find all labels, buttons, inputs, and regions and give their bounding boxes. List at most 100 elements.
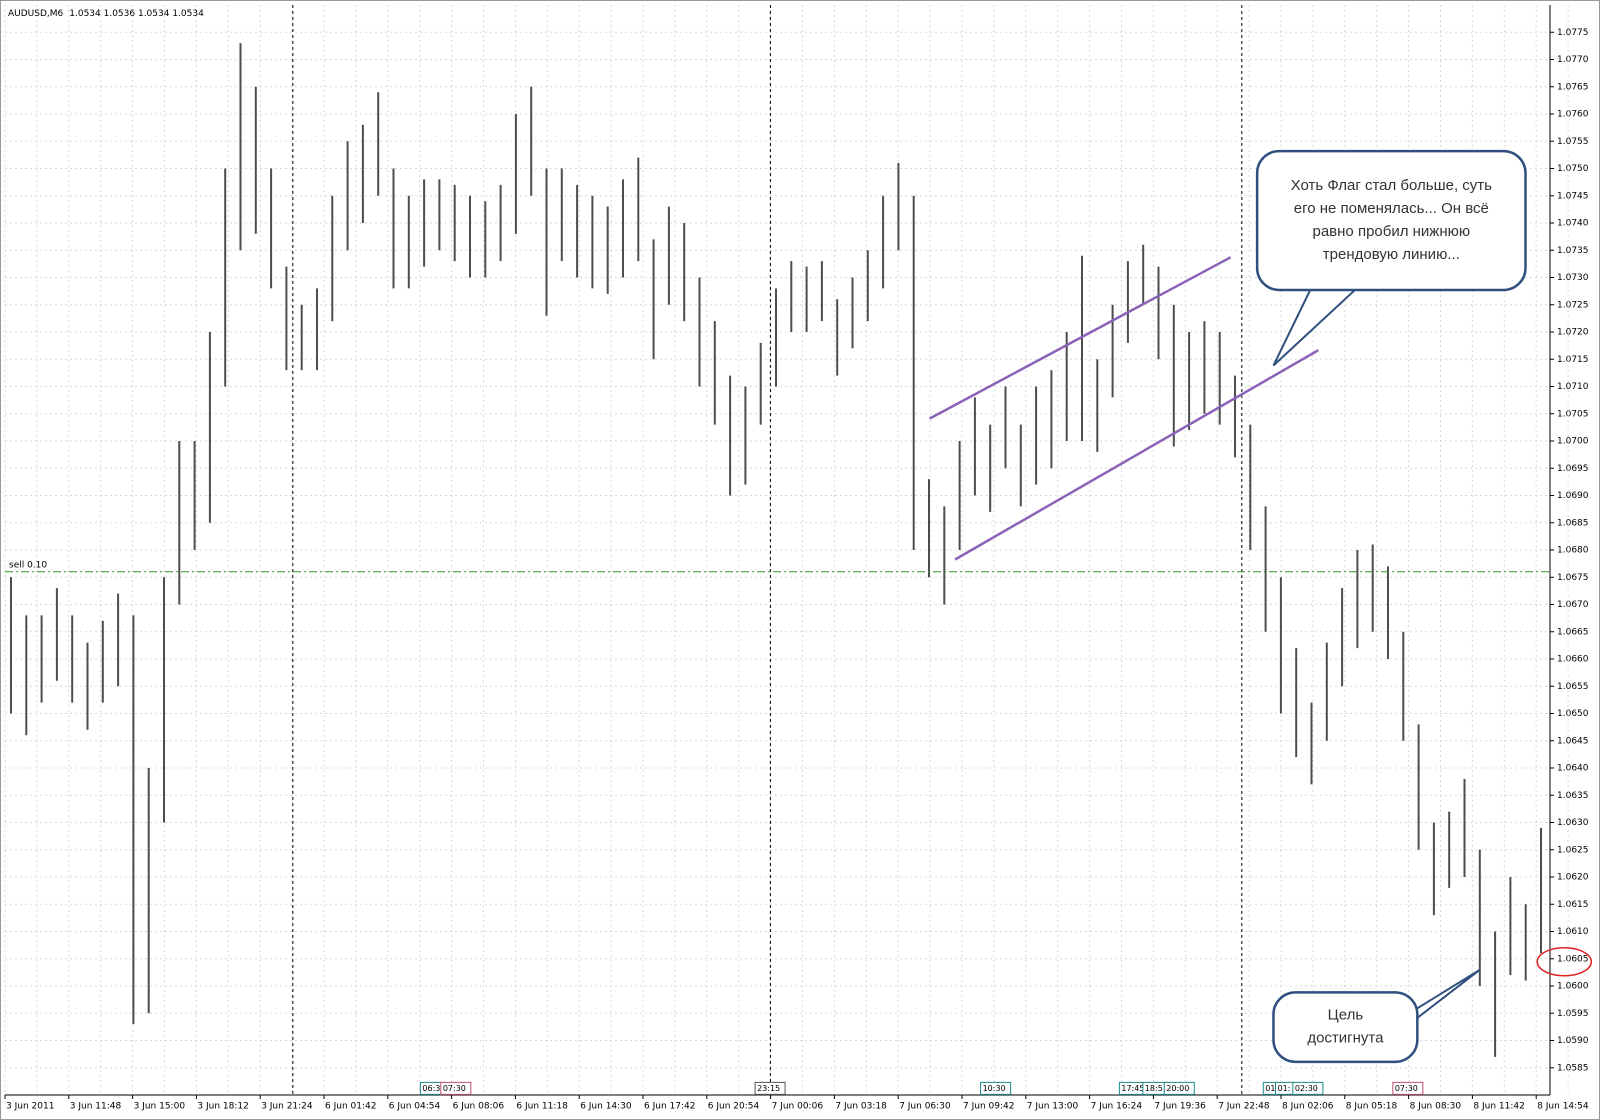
x-tick-label: 7 Jun 16:24 bbox=[1091, 1102, 1143, 1112]
y-tick-label: 1.0605 bbox=[1557, 954, 1589, 964]
x-tick-label: 7 Jun 00:06 bbox=[772, 1102, 824, 1112]
event-marker: 07:30 bbox=[440, 1081, 472, 1095]
y-tick-label: 1.0615 bbox=[1557, 900, 1589, 910]
y-tick-label: 1.0625 bbox=[1557, 845, 1589, 855]
symbol-name: AUDUSD,M6 bbox=[8, 9, 64, 19]
x-tick-label: 6 Jun 01:42 bbox=[325, 1102, 376, 1112]
x-tick-label: 8 Jun 14:54 bbox=[1537, 1102, 1589, 1112]
event-label: 10:30 bbox=[983, 1084, 1006, 1093]
callout-box bbox=[1272, 991, 1419, 1064]
x-tick-label: 7 Jun 09:42 bbox=[963, 1102, 1014, 1112]
y-tick-label: 1.0590 bbox=[1557, 1036, 1589, 1046]
callout-text: Цель bbox=[1328, 1007, 1364, 1024]
callout-shape bbox=[1412, 969, 1481, 1022]
callout-shape bbox=[1272, 287, 1358, 367]
y-tick-label: 1.0585 bbox=[1557, 1063, 1589, 1073]
event-box bbox=[980, 1081, 1012, 1095]
y-tick-label: 1.0630 bbox=[1557, 818, 1589, 828]
y-tick-label: 1.0600 bbox=[1557, 982, 1589, 992]
x-tick-label: 6 Jun 17:42 bbox=[644, 1102, 695, 1112]
event-label: 06:3 bbox=[422, 1084, 440, 1093]
y-tick-label: 1.0755 bbox=[1557, 137, 1589, 147]
event-label: 07:30 bbox=[1395, 1084, 1418, 1093]
y-tick-label: 1.0685 bbox=[1557, 518, 1589, 528]
event-marker: 02:30 bbox=[1292, 1081, 1324, 1095]
order-label: sell 0.10 bbox=[9, 560, 47, 570]
y-tick-label: 1.0740 bbox=[1557, 219, 1589, 229]
symbol: AUDUSD,M6 1.0534 1.0536 1.0534 1.0534 bbox=[8, 9, 204, 19]
event-label: 01 bbox=[1265, 1084, 1275, 1093]
y-tick-label: 1.0675 bbox=[1557, 573, 1589, 583]
x-tick-label: 7 Jun 22:48 bbox=[1218, 1102, 1270, 1112]
x-tick-label: 6 Jun 20:54 bbox=[708, 1102, 760, 1112]
event-label: 23:15 bbox=[757, 1084, 780, 1093]
event-box bbox=[440, 1081, 472, 1095]
x-tick-label: 6 Jun 14:30 bbox=[580, 1102, 632, 1112]
x-tick-label: 6 Jun 08:06 bbox=[453, 1102, 505, 1112]
callout-text: трендовую линию... bbox=[1323, 246, 1460, 263]
callout: Цель достигнута bbox=[1272, 969, 1481, 1064]
callout-text: Хоть Флаг стал больше, суть bbox=[1291, 177, 1493, 194]
y-tick-label: 1.0770 bbox=[1557, 55, 1589, 65]
x-tick-label: 8 Jun 05:18 bbox=[1346, 1102, 1398, 1112]
y-tick-label: 1.0650 bbox=[1557, 709, 1589, 719]
callout-text: достигнута bbox=[1307, 1030, 1384, 1047]
callout: Хоть Флаг стал больше, суть его не поменя… bbox=[1255, 149, 1527, 367]
callout-box bbox=[1255, 149, 1527, 292]
event-marker: 23:15 bbox=[754, 1081, 786, 1095]
y-tick-label: 1.0700 bbox=[1557, 437, 1589, 447]
event-box bbox=[1163, 1081, 1195, 1095]
x-tick-label: 3 Jun 18:12 bbox=[197, 1102, 248, 1112]
x-tick-label: 8 Jun 02:06 bbox=[1282, 1102, 1334, 1112]
y-tick-label: 1.0760 bbox=[1557, 110, 1589, 120]
x-tick-label: 3 Jun 2011 bbox=[6, 1102, 54, 1112]
x-tick-label: 7 Jun 19:36 bbox=[1154, 1102, 1206, 1112]
event-marker: 10:30 bbox=[980, 1081, 1012, 1095]
x-tick-label: 6 Jun 11:18 bbox=[516, 1102, 568, 1112]
event-label: 20:00 bbox=[1166, 1084, 1189, 1093]
event-box bbox=[1392, 1081, 1424, 1095]
grid: 1.0585 1.0590 1.0595 1.0600 1.0605 1.0610 1.06… bbox=[4, 5, 1589, 1112]
x-tick-label: 3 Jun 21:24 bbox=[261, 1102, 313, 1112]
y-tick-label: 1.0715 bbox=[1557, 355, 1589, 365]
y-tick-label: 1.0765 bbox=[1557, 82, 1589, 92]
y-tick-label: 1.0705 bbox=[1557, 409, 1589, 419]
event-marker: 20:00 bbox=[1163, 1081, 1195, 1095]
callout-text: равно пробил нижнюю bbox=[1313, 223, 1471, 240]
y-tick-label: 1.0610 bbox=[1557, 927, 1589, 937]
event-marker: 07:30 bbox=[1392, 1081, 1424, 1095]
event-label: 02:30 bbox=[1295, 1084, 1318, 1093]
y-tick-label: 1.0745 bbox=[1557, 191, 1589, 201]
y-tick-label: 1.0690 bbox=[1557, 491, 1589, 501]
x-tick-label: 6 Jun 04:54 bbox=[389, 1102, 441, 1112]
y-tick-label: 1.0710 bbox=[1557, 382, 1589, 392]
y-tick-label: 1.0720 bbox=[1557, 328, 1589, 338]
y-tick-label: 1.0695 bbox=[1557, 464, 1589, 474]
event-box bbox=[1292, 1081, 1324, 1095]
quote: 1.0534 1.0536 1.0534 1.0534 bbox=[69, 9, 204, 19]
x-tick-label: 7 Jun 06:30 bbox=[899, 1102, 951, 1112]
y-tick-label: 1.0665 bbox=[1557, 627, 1589, 637]
y-tick-label: 1.0655 bbox=[1557, 682, 1589, 692]
callout-text: его не поменялась... Он всё bbox=[1294, 200, 1489, 217]
y-tick-label: 1.0645 bbox=[1557, 736, 1589, 746]
x-tick-label: 7 Jun 13:00 bbox=[1027, 1102, 1079, 1112]
y-tick-label: 1.0670 bbox=[1557, 600, 1589, 610]
event-label: 07:30 bbox=[443, 1084, 466, 1093]
x-tick-label: 7 Jun 03:18 bbox=[835, 1102, 887, 1112]
y-tick-label: 1.0640 bbox=[1557, 764, 1589, 774]
trend-line bbox=[928, 256, 1232, 420]
x-tick-label: 3 Jun 15:00 bbox=[134, 1102, 186, 1112]
event-box bbox=[754, 1081, 786, 1095]
x-tick-label: 8 Jun 11:42 bbox=[1473, 1102, 1524, 1112]
event-label: 17:45 bbox=[1121, 1084, 1144, 1093]
y-tick-label: 1.0680 bbox=[1557, 546, 1589, 556]
y-tick-label: 1.0660 bbox=[1557, 655, 1589, 665]
y-tick-label: 1.0725 bbox=[1557, 300, 1589, 310]
trend-line bbox=[954, 349, 1319, 561]
price-highlight bbox=[1536, 947, 1593, 977]
y-tick-label: 1.0750 bbox=[1557, 164, 1589, 174]
y-tick-label: 1.0620 bbox=[1557, 873, 1589, 883]
